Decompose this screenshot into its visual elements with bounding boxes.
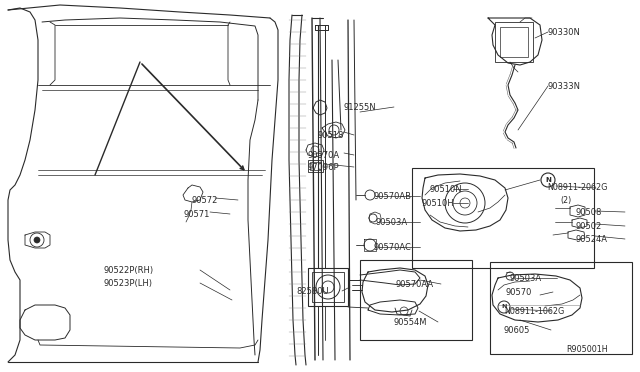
Text: 90524A: 90524A: [576, 235, 608, 244]
Bar: [412, 168, 594, 268]
Text: 90503A: 90503A: [375, 218, 407, 227]
Text: 90572: 90572: [192, 196, 218, 205]
Text: 90522P(RH): 90522P(RH): [103, 266, 153, 275]
Text: 90570A: 90570A: [307, 151, 339, 160]
Text: 90570AC: 90570AC: [373, 243, 411, 252]
Bar: [490, 262, 632, 354]
Text: N08911-2062G: N08911-2062G: [547, 183, 607, 192]
Text: 90510H: 90510H: [422, 199, 454, 208]
Bar: [308, 268, 348, 306]
Text: 90570AB: 90570AB: [374, 192, 412, 201]
Text: 91255N: 91255N: [344, 103, 376, 112]
Text: 90554M: 90554M: [393, 318, 426, 327]
Bar: [312, 272, 344, 302]
Text: 90571: 90571: [184, 210, 211, 219]
Text: 97096P: 97096P: [307, 163, 339, 172]
Text: N08911-1062G: N08911-1062G: [504, 307, 564, 316]
Text: 90570AA: 90570AA: [396, 280, 434, 289]
Bar: [308, 160, 323, 172]
Circle shape: [34, 237, 40, 243]
Text: N: N: [545, 177, 551, 183]
Bar: [310, 162, 321, 170]
Text: 90508: 90508: [576, 208, 602, 217]
Text: 90333N: 90333N: [548, 82, 581, 91]
Bar: [500, 27, 528, 57]
Text: R905001H: R905001H: [566, 345, 607, 354]
Text: 90605: 90605: [504, 326, 531, 335]
Text: 90570: 90570: [506, 288, 532, 297]
Text: 90502: 90502: [576, 222, 602, 231]
Bar: [495, 22, 533, 62]
Bar: [360, 260, 472, 340]
Text: 90523P(LH): 90523P(LH): [103, 279, 152, 288]
Text: 90503A: 90503A: [510, 274, 542, 283]
Text: (2): (2): [560, 196, 572, 205]
Text: 90518: 90518: [317, 131, 344, 140]
Text: 90510N: 90510N: [430, 185, 463, 194]
Text: 82580U: 82580U: [296, 287, 328, 296]
Text: 90330N: 90330N: [548, 28, 581, 37]
Text: N: N: [501, 305, 507, 310]
